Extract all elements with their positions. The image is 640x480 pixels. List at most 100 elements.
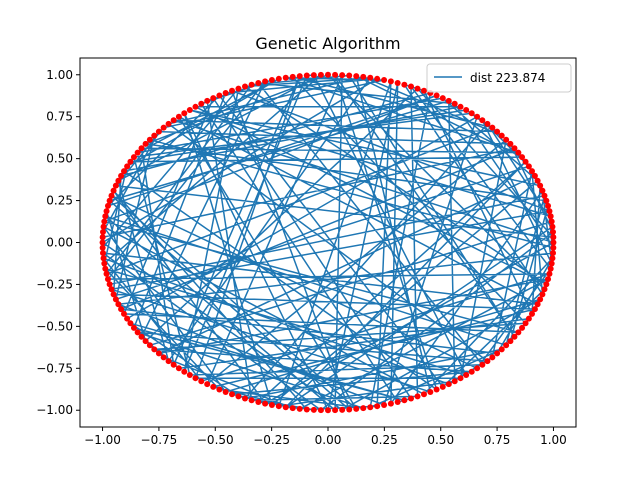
city-point (451, 100, 458, 107)
city-point (186, 372, 193, 379)
city-point (339, 406, 346, 413)
city-point (175, 113, 182, 120)
city-point (268, 77, 275, 84)
city-point (282, 74, 289, 81)
y-tick-label: 0.75 (46, 110, 73, 124)
city-point (317, 71, 324, 78)
city-point (484, 120, 491, 127)
city-point (537, 182, 544, 189)
city-point (463, 106, 470, 113)
city-point (102, 213, 109, 220)
city-point (525, 163, 532, 170)
city-point (420, 391, 427, 398)
city-point (108, 192, 115, 199)
city-point (548, 260, 555, 267)
city-point (255, 79, 262, 86)
city-point (242, 395, 248, 402)
city-point (346, 406, 353, 413)
city-point (507, 338, 514, 345)
y-tick-label: −1.00 (36, 403, 73, 417)
city-point (367, 74, 374, 81)
city-point (165, 358, 172, 365)
city-point (325, 71, 331, 78)
city-point (522, 158, 529, 165)
city-point (100, 255, 107, 262)
city-point (124, 315, 131, 322)
city-point (498, 346, 505, 353)
city-point (255, 399, 262, 406)
city-point (181, 368, 188, 375)
city-point (479, 361, 486, 368)
city-point (381, 401, 388, 408)
city-point (192, 103, 199, 110)
city-point (146, 342, 153, 349)
city-point (229, 391, 236, 398)
city-point (289, 73, 296, 80)
city-point (525, 315, 532, 322)
city-point (155, 128, 162, 135)
city-point (339, 72, 346, 79)
city-point (296, 73, 303, 80)
city-point (115, 301, 122, 308)
city-point (235, 393, 242, 400)
city-point (531, 172, 538, 179)
y-axis-ticks: 1.00 0.75 0.50 0.25 0.00 −0.25 −0.50 −0.75 −1.00 (36, 68, 80, 417)
city-point (99, 250, 106, 257)
city-point (100, 223, 107, 230)
city-point (394, 79, 401, 86)
city-point (175, 365, 182, 372)
y-tick-label: −0.25 (36, 277, 73, 291)
city-point (445, 97, 452, 104)
city-point (353, 405, 360, 412)
city-point (303, 72, 310, 79)
city-point (414, 393, 421, 400)
city-point (134, 329, 141, 336)
city-point (457, 375, 464, 382)
city-point (268, 401, 275, 408)
city-point (546, 208, 553, 215)
city-points-layer (99, 71, 557, 414)
city-point (394, 399, 401, 406)
city-point (99, 228, 106, 235)
city-point (408, 83, 414, 90)
city-point (545, 276, 552, 283)
city-point (110, 291, 117, 298)
city-point (130, 154, 137, 161)
city-point (282, 404, 289, 411)
legend-box (426, 63, 572, 93)
city-point (360, 405, 367, 412)
city-point (543, 197, 550, 204)
city-point (420, 87, 427, 94)
city-point (427, 388, 434, 395)
city-point (317, 407, 324, 414)
city-point (353, 73, 360, 80)
city-point (155, 350, 162, 357)
city-point (332, 407, 339, 414)
city-point (474, 365, 481, 372)
city-point (101, 218, 108, 225)
city-point (121, 168, 127, 175)
x-tick-label: 0.25 (371, 433, 398, 447)
chart-title: Genetic Algorithm (255, 34, 400, 53)
city-point (468, 368, 475, 375)
x-tick-label: −1.00 (84, 433, 121, 447)
city-point (165, 120, 172, 127)
city-point (547, 265, 554, 272)
city-point (146, 136, 153, 143)
x-tick-label: −0.25 (253, 433, 290, 447)
city-point (198, 100, 205, 107)
city-point (543, 281, 550, 288)
city-point (457, 103, 464, 110)
city-point (106, 197, 113, 204)
city-point (550, 244, 557, 251)
y-tick-label: 0.50 (46, 152, 73, 166)
city-point (210, 95, 217, 102)
city-point (138, 145, 145, 152)
city-point (550, 239, 557, 246)
city-point (127, 320, 134, 327)
city-point (108, 286, 115, 293)
city-point (222, 388, 229, 395)
city-point (374, 403, 381, 410)
city-point (110, 187, 117, 194)
